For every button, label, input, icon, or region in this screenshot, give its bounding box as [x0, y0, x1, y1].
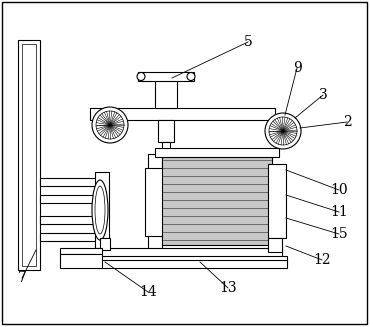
Bar — [95, 260, 287, 268]
Bar — [148, 220, 162, 228]
Bar — [162, 142, 170, 154]
Bar — [100, 248, 282, 258]
Text: 7: 7 — [17, 271, 26, 285]
Bar — [270, 168, 282, 176]
Circle shape — [137, 73, 145, 80]
Bar — [100, 238, 110, 250]
Text: 5: 5 — [243, 35, 252, 49]
Circle shape — [269, 117, 297, 145]
Bar — [60, 248, 102, 254]
Bar — [138, 72, 194, 81]
Bar — [268, 238, 282, 252]
Ellipse shape — [92, 180, 108, 240]
Bar — [158, 120, 174, 142]
Bar — [155, 148, 279, 157]
Circle shape — [265, 113, 301, 149]
Bar — [270, 220, 282, 228]
Bar — [40, 195, 102, 203]
Bar — [40, 216, 102, 224]
Text: 15: 15 — [330, 227, 348, 241]
Text: 14: 14 — [139, 285, 157, 299]
Text: 12: 12 — [313, 253, 331, 267]
Bar — [155, 80, 177, 108]
Text: 13: 13 — [219, 281, 237, 295]
Bar — [90, 108, 275, 120]
Ellipse shape — [95, 186, 105, 234]
Bar — [60, 254, 102, 268]
Bar — [40, 233, 102, 241]
Circle shape — [96, 111, 124, 139]
Bar — [95, 172, 109, 248]
Bar — [145, 168, 165, 236]
Bar — [148, 154, 162, 254]
Circle shape — [92, 107, 128, 143]
Bar — [40, 178, 102, 186]
Circle shape — [187, 73, 195, 80]
Text: 9: 9 — [293, 61, 302, 75]
Bar — [22, 44, 36, 266]
Bar — [148, 172, 162, 180]
Text: 11: 11 — [330, 205, 348, 219]
Text: 3: 3 — [319, 88, 327, 102]
Bar — [268, 164, 286, 238]
Bar — [95, 256, 287, 262]
Text: 2: 2 — [343, 115, 352, 129]
Bar — [162, 155, 272, 245]
Text: 10: 10 — [330, 183, 348, 197]
Bar — [18, 40, 40, 270]
